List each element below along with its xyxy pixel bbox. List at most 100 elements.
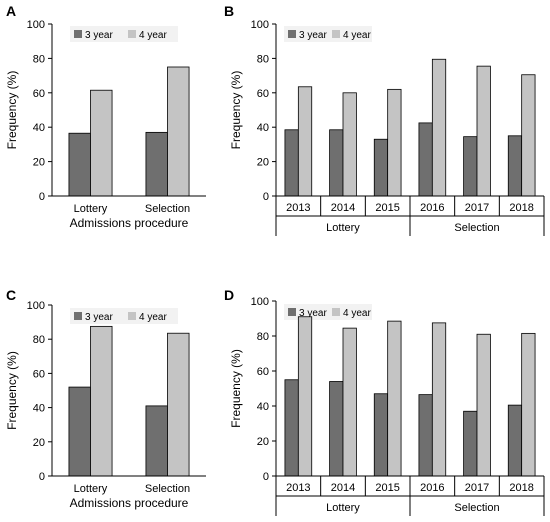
- panel-b-x-tick-2018: 2018: [509, 202, 533, 214]
- panel-d-x-tick-2013: 2013: [286, 482, 310, 494]
- panel-b-y-tick-20: 20: [257, 157, 269, 169]
- panel-c-bar-4year-selection: [167, 332, 190, 477]
- panel-d-bar-3year-2015: [373, 393, 389, 477]
- panel-d-x-tick-2017: 2017: [465, 482, 489, 494]
- panel-a-bar-3year-selection: [145, 131, 168, 197]
- panel-d-legend-swatch-1: [332, 308, 340, 316]
- panel-a-y-tick-40: 40: [33, 122, 45, 134]
- panel-b-bar-3year-2016: [418, 122, 433, 197]
- panel-a-letter: A: [6, 3, 16, 19]
- panel-c-x-tick-lottery: Lottery: [74, 483, 108, 495]
- panel-b-x-tick-2016: 2016: [420, 202, 444, 214]
- panel-b-bar-4year-2017: [476, 65, 491, 197]
- panel-b-bar-3year-2015: [373, 138, 389, 197]
- panel-c-letter: C: [6, 287, 16, 303]
- panel-a-x-tick-selection: Selection: [145, 203, 190, 215]
- panel-b-bar-4year-2013: [297, 86, 313, 197]
- panel-d-y-tick-60: 60: [257, 366, 269, 378]
- panel-d-y-tick-0: 0: [263, 471, 269, 483]
- panel-d-x-tick-2016: 2016: [420, 482, 444, 494]
- panel-a-y-tick-0: 0: [39, 191, 45, 203]
- panel-b-bar-3year-2013: [284, 129, 299, 197]
- panel-c-y-tick-40: 40: [33, 403, 45, 415]
- panel-c-bar-3year-lottery: [68, 386, 91, 477]
- panel-b-y-tick-40: 40: [257, 122, 269, 134]
- panel-b-x-tick-2014: 2014: [331, 202, 355, 214]
- panel-d-y-tick-80: 80: [257, 331, 269, 343]
- panel-a-bar-4year-lottery: [90, 89, 113, 197]
- panel-d-group-selection: Selection: [454, 502, 499, 514]
- panel-c-x-label: Admissions procedure: [70, 496, 189, 510]
- panel-c-y-tick-80: 80: [33, 334, 45, 346]
- panel-d-x-tick-2018: 2018: [509, 482, 533, 494]
- panel-b-group-lottery: Lottery: [326, 222, 360, 234]
- panel-d-legend-label-1: 4 year: [343, 308, 371, 319]
- panel-a-x-label: Admissions procedure: [70, 216, 189, 230]
- panel-b-bar-4year-2018: [521, 74, 536, 197]
- panel-d-bar-3year-2016: [418, 394, 433, 477]
- panel-b-y-tick-100: 100: [251, 19, 269, 31]
- panel-a-y-tick-60: 60: [33, 88, 45, 100]
- panel-a-bar-4year-selection: [167, 66, 190, 197]
- panel-b-x-tick-2013: 2013: [286, 202, 310, 214]
- panel-c-legend-swatch-0: [74, 312, 82, 320]
- panel-a-legend-swatch-1: [128, 30, 136, 38]
- panel-b-y-tick-60: 60: [257, 88, 269, 100]
- panel-d-x-tick-2014: 2014: [331, 482, 355, 494]
- panel-b-x-tick-2015: 2015: [375, 202, 399, 214]
- panel-c-legend-box: [70, 308, 178, 324]
- panel-c-y-label: Frequency (%): [5, 351, 19, 430]
- panel-b-group-selection: Selection: [454, 222, 499, 234]
- panel-b-x-tick-2017: 2017: [465, 202, 489, 214]
- panel-d-bar-3year-2014: [329, 381, 344, 477]
- panel-d-bar-4year-2016: [431, 322, 447, 477]
- panel-c-bar-3year-selection: [145, 405, 168, 477]
- panel-b-legend-label-1: 4 year: [343, 30, 371, 41]
- panel-d-y-tick-100: 100: [251, 296, 269, 308]
- panel-b-bar-4year-2015: [387, 88, 402, 197]
- panel-a-x-tick-lottery: Lottery: [74, 203, 108, 215]
- panel-c-y-tick-100: 100: [27, 300, 45, 312]
- panel-b-bar-4year-2014: [342, 92, 357, 197]
- panel-d-bar-4year-2015: [387, 320, 402, 477]
- panel-a-legend-label-1: 4 year: [139, 30, 167, 41]
- panel-d-bar-4year-2017: [476, 333, 491, 477]
- panel-b-y-tick-80: 80: [257, 53, 269, 65]
- panel-a-bar-3year-lottery: [68, 132, 91, 197]
- panel-c-y-tick-0: 0: [39, 471, 45, 483]
- panel-d-y-label: Frequency (%): [229, 349, 243, 428]
- panel-b-legend-box: [284, 26, 372, 42]
- panel-a-legend-box: [70, 26, 178, 42]
- panel-a-y-label: Frequency (%): [5, 71, 19, 150]
- panel-d-bar-4year-2018: [521, 332, 536, 477]
- panel-a-y-tick-80: 80: [33, 53, 45, 65]
- panel-d-y-tick-40: 40: [257, 401, 269, 413]
- panel-d-bar-3year-2017: [463, 410, 478, 477]
- panel-d-legend-label-0: 3 year: [299, 308, 327, 319]
- panel-b-bar-3year-2018: [507, 135, 523, 197]
- panel-d-y-tick-20: 20: [257, 436, 269, 448]
- panel-d-bar-3year-2013: [284, 379, 299, 477]
- panel-c-y-tick-60: 60: [33, 368, 45, 380]
- panel-d-bar-4year-2014: [342, 327, 357, 477]
- panel-b-legend-swatch-1: [332, 30, 340, 38]
- panel-b-bar-3year-2017: [463, 136, 478, 197]
- panel-b-y-tick-0: 0: [263, 191, 269, 203]
- panel-b-bar-3year-2014: [329, 129, 344, 197]
- panel-c-legend-label-1: 4 year: [139, 312, 167, 323]
- panel-c-legend-label-0: 3 year: [85, 312, 113, 323]
- panel-c-x-tick-selection: Selection: [145, 483, 190, 495]
- panel-d-legend-swatch-0: [288, 308, 296, 316]
- panel-c-y-tick-20: 20: [33, 437, 45, 449]
- panel-d-bar-3year-2018: [507, 404, 523, 477]
- panel-b-bar-4year-2016: [431, 58, 447, 197]
- panel-d-legend-box: [284, 304, 372, 320]
- panel-a-legend-swatch-0: [74, 30, 82, 38]
- panel-c-bar-4year-lottery: [90, 325, 113, 477]
- panel-b-legend-label-0: 3 year: [299, 30, 327, 41]
- panel-d-bar-4year-2013: [297, 316, 313, 477]
- panel-d-group-lottery: Lottery: [326, 502, 360, 514]
- panel-a-y-tick-20: 20: [33, 157, 45, 169]
- panel-a-y-tick-100: 100: [27, 19, 45, 31]
